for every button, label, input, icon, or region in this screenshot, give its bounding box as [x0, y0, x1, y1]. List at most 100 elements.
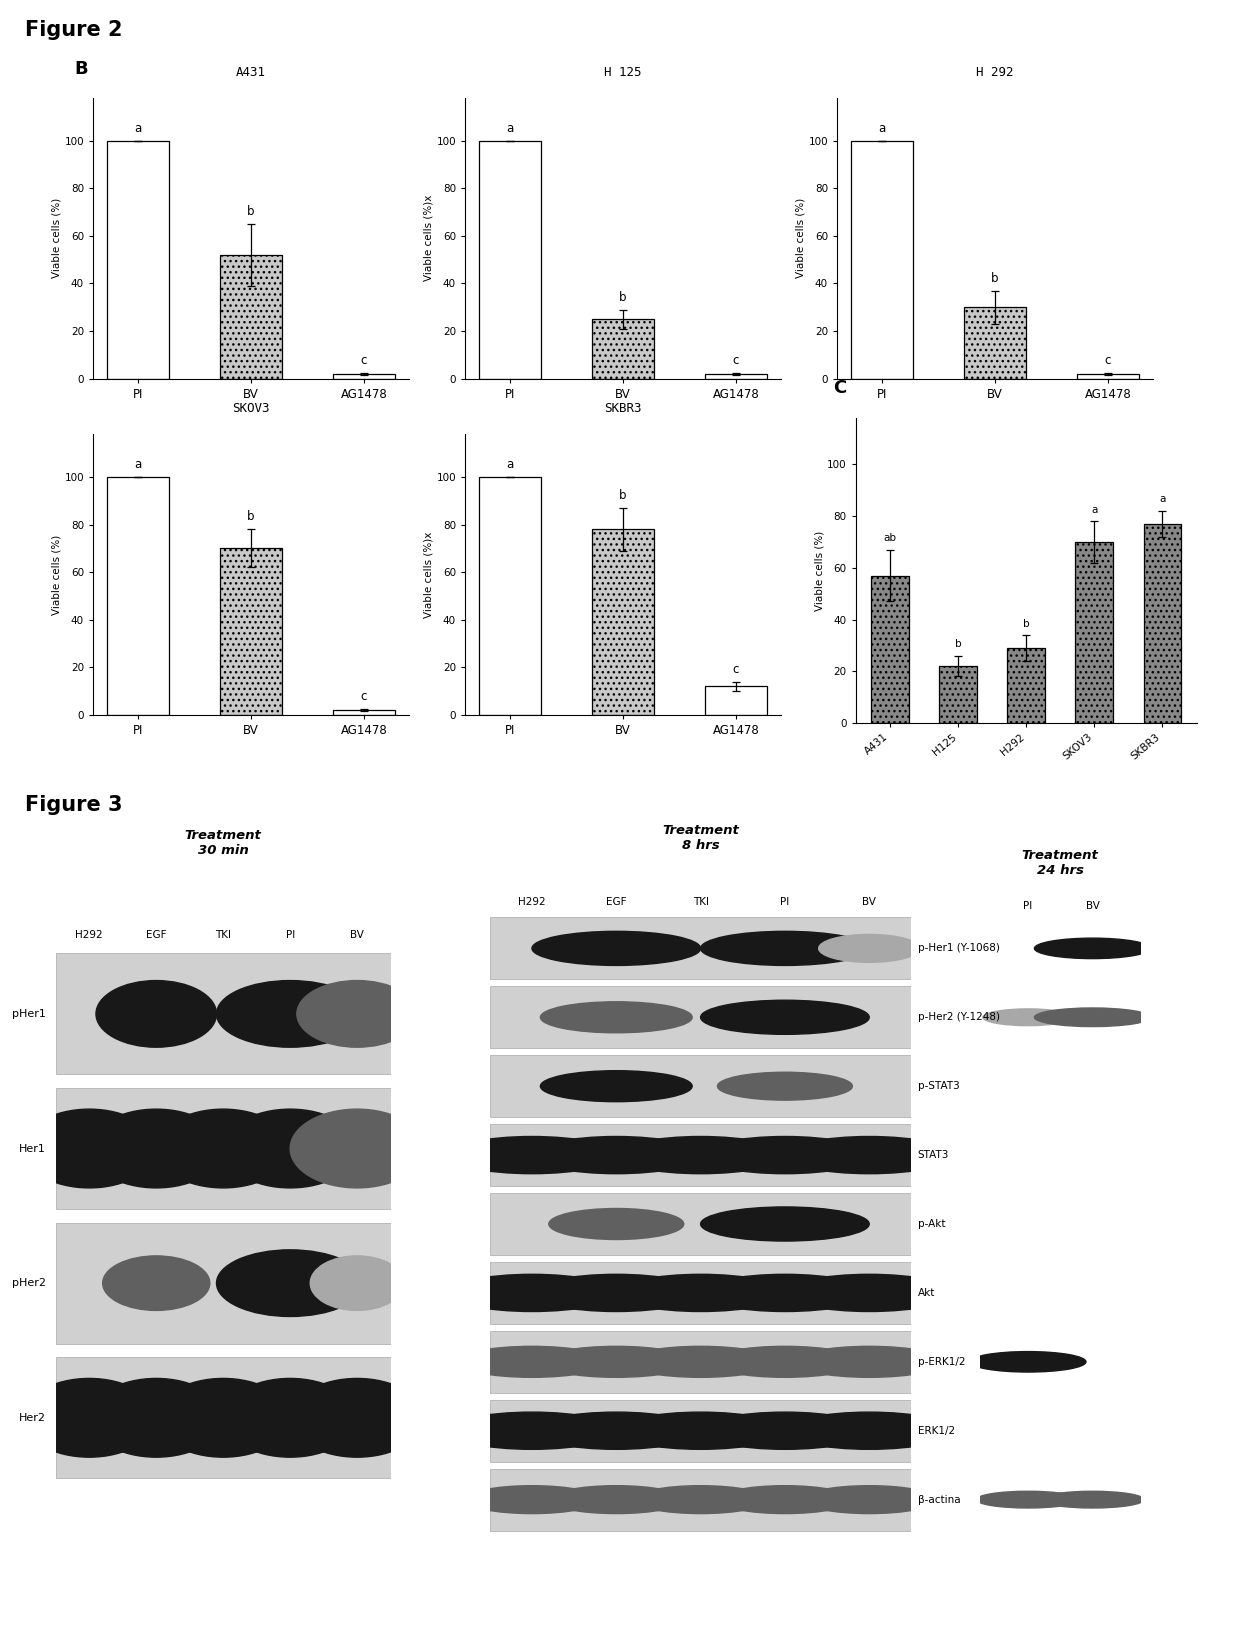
- Y-axis label: Viable cells (%): Viable cells (%): [52, 534, 62, 615]
- Text: c: c: [1105, 354, 1111, 367]
- Bar: [1143, 524, 1180, 723]
- Ellipse shape: [89, 1379, 223, 1457]
- Text: H292: H292: [518, 898, 546, 907]
- Text: a: a: [507, 459, 515, 472]
- Ellipse shape: [541, 1346, 692, 1377]
- Text: EGF: EGF: [146, 930, 166, 940]
- Text: b: b: [991, 271, 999, 284]
- Ellipse shape: [976, 1492, 1080, 1508]
- Text: STAT3: STAT3: [918, 1151, 949, 1160]
- Text: Akt: Akt: [918, 1288, 935, 1297]
- Ellipse shape: [785, 1136, 954, 1173]
- Ellipse shape: [701, 1412, 869, 1449]
- Bar: [490, 1124, 911, 1186]
- Bar: [1007, 648, 1045, 723]
- Ellipse shape: [448, 1412, 616, 1449]
- Ellipse shape: [541, 1071, 692, 1102]
- Text: a: a: [135, 459, 143, 472]
- Y-axis label: Viable cells (%)x: Viable cells (%)x: [424, 196, 434, 281]
- Text: β-actina: β-actina: [918, 1495, 960, 1505]
- Text: Her1: Her1: [19, 1144, 46, 1154]
- Ellipse shape: [103, 1257, 210, 1310]
- Ellipse shape: [89, 1110, 223, 1188]
- Ellipse shape: [290, 1379, 424, 1457]
- Text: PI: PI: [1023, 901, 1033, 911]
- Bar: [490, 1400, 911, 1462]
- Ellipse shape: [794, 1346, 945, 1377]
- Ellipse shape: [296, 981, 418, 1048]
- Bar: [490, 1056, 911, 1118]
- Ellipse shape: [718, 1072, 852, 1100]
- Text: b: b: [1023, 619, 1029, 628]
- Ellipse shape: [22, 1379, 156, 1457]
- Bar: [332, 374, 394, 379]
- Bar: [1075, 542, 1114, 723]
- Text: pHer2: pHer2: [12, 1278, 46, 1288]
- Bar: [490, 1330, 911, 1392]
- Bar: [108, 140, 170, 379]
- Bar: [1076, 374, 1138, 379]
- Bar: [56, 1089, 391, 1209]
- Ellipse shape: [532, 1136, 701, 1173]
- Ellipse shape: [718, 1485, 852, 1513]
- Text: PI: PI: [780, 898, 790, 907]
- Text: b: b: [955, 640, 961, 650]
- Text: Figure 2: Figure 2: [25, 20, 123, 39]
- Text: ERK1/2: ERK1/2: [918, 1426, 955, 1436]
- Bar: [108, 477, 170, 715]
- Ellipse shape: [625, 1346, 776, 1377]
- Ellipse shape: [785, 1275, 954, 1312]
- Ellipse shape: [634, 1485, 768, 1513]
- Title: A431: A431: [236, 65, 267, 78]
- Ellipse shape: [217, 1250, 363, 1317]
- Ellipse shape: [701, 932, 869, 966]
- Text: a: a: [1091, 504, 1097, 514]
- Title: SKBR3: SKBR3: [604, 401, 642, 415]
- Text: p-ERK1/2: p-ERK1/2: [918, 1356, 965, 1368]
- Ellipse shape: [616, 1412, 785, 1449]
- Ellipse shape: [709, 1346, 861, 1377]
- Ellipse shape: [983, 1009, 1073, 1025]
- Ellipse shape: [22, 1110, 156, 1188]
- Ellipse shape: [465, 1485, 599, 1513]
- Text: ab: ab: [883, 534, 897, 543]
- Ellipse shape: [532, 932, 701, 966]
- Text: Figure 3: Figure 3: [25, 795, 123, 814]
- Text: C: C: [833, 379, 847, 397]
- Bar: [870, 576, 909, 723]
- Title: SKOV3: SKOV3: [232, 401, 270, 415]
- Text: TKI: TKI: [216, 930, 231, 940]
- Ellipse shape: [156, 1110, 290, 1188]
- Text: TKI: TKI: [693, 898, 708, 907]
- Text: H292: H292: [76, 930, 103, 940]
- Text: PI: PI: [285, 930, 295, 940]
- Ellipse shape: [701, 1136, 869, 1173]
- Text: b: b: [247, 511, 255, 524]
- Title: H 125: H 125: [604, 65, 642, 78]
- Y-axis label: Viable cells (%): Viable cells (%): [815, 530, 825, 610]
- Text: p-Akt: p-Akt: [918, 1219, 945, 1229]
- Text: a: a: [135, 122, 143, 135]
- Ellipse shape: [701, 1275, 869, 1312]
- Text: Treatment
24 hrs: Treatment 24 hrs: [1022, 849, 1099, 876]
- Text: a: a: [1159, 494, 1166, 504]
- Text: Her2: Her2: [19, 1413, 46, 1423]
- Ellipse shape: [616, 1275, 785, 1312]
- Ellipse shape: [217, 981, 363, 1048]
- Bar: [593, 320, 655, 379]
- Ellipse shape: [1040, 1492, 1145, 1508]
- Ellipse shape: [448, 1136, 616, 1173]
- Ellipse shape: [541, 1002, 692, 1033]
- Ellipse shape: [456, 1346, 608, 1377]
- Text: Treatment
8 hrs: Treatment 8 hrs: [662, 824, 739, 852]
- Ellipse shape: [448, 1275, 616, 1312]
- Ellipse shape: [616, 1136, 785, 1173]
- Text: a: a: [879, 122, 887, 135]
- Ellipse shape: [1034, 1009, 1151, 1027]
- Bar: [704, 374, 766, 379]
- Text: BV: BV: [862, 898, 877, 907]
- Text: p-STAT3: p-STAT3: [918, 1080, 960, 1092]
- Text: b: b: [619, 490, 627, 503]
- Bar: [965, 307, 1025, 379]
- Text: c: c: [733, 354, 739, 367]
